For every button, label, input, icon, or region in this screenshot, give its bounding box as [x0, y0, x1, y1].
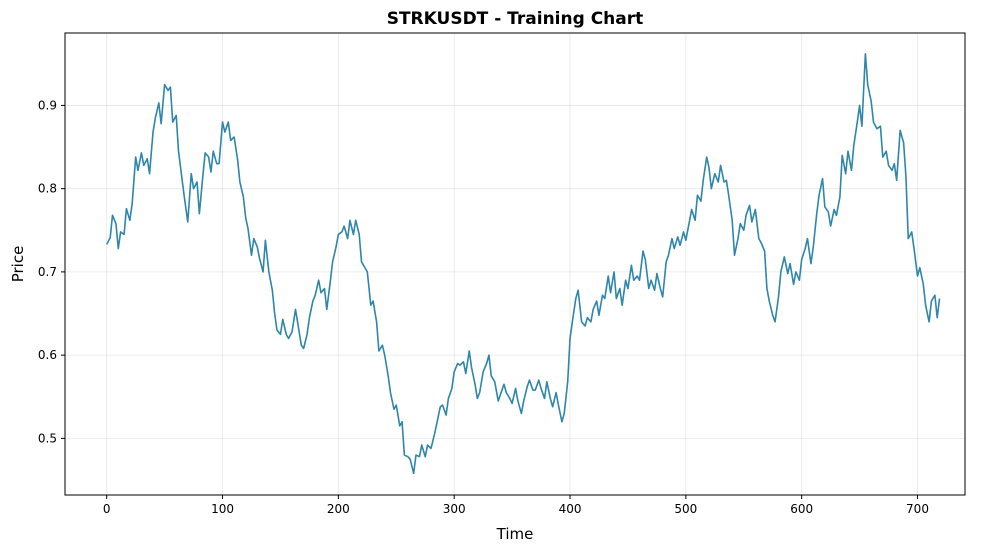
- x-axis-label: Time: [496, 525, 534, 543]
- x-tick-label: 0: [103, 502, 111, 516]
- x-tick-label: 700: [906, 502, 929, 516]
- y-axis-label: Price: [9, 246, 27, 283]
- x-tick-label: 200: [327, 502, 350, 516]
- x-tick-label: 400: [559, 502, 582, 516]
- x-tick-label: 100: [211, 502, 234, 516]
- x-tick-label: 500: [674, 502, 697, 516]
- y-axis: 0.5 0.6 0.7 0.8 0.9: [38, 98, 65, 445]
- y-tick-label: 0.6: [38, 348, 57, 362]
- y-tick-label: 0.9: [38, 98, 57, 112]
- y-tick-label: 0.5: [38, 431, 57, 445]
- y-tick-label: 0.8: [38, 182, 57, 196]
- x-tick-label: 600: [790, 502, 813, 516]
- plot-frame: [64, 32, 966, 496]
- chart-title: STRKUSDT - Training Chart: [387, 9, 644, 29]
- x-tick-label: 300: [443, 502, 466, 516]
- y-tick-label: 0.7: [38, 265, 57, 279]
- grid-lines: [65, 33, 965, 495]
- price-series-line: [105, 53, 941, 475]
- x-axis: 0 100 200 300 400 500 600 700: [103, 495, 929, 516]
